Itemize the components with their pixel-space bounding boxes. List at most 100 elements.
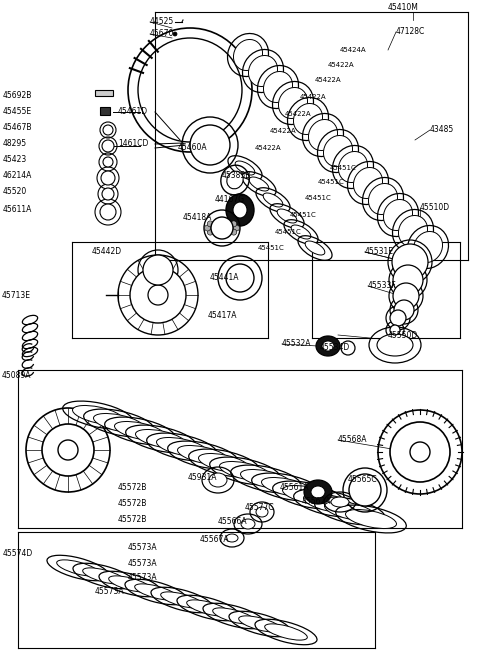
Ellipse shape	[346, 510, 396, 529]
Ellipse shape	[377, 334, 413, 356]
Text: 45572B: 45572B	[118, 483, 147, 493]
Text: 45573A: 45573A	[128, 574, 157, 582]
Text: 45455E: 45455E	[3, 107, 32, 117]
Text: 45451C: 45451C	[275, 229, 302, 235]
Circle shape	[100, 204, 116, 220]
Ellipse shape	[304, 480, 332, 504]
Text: 45510D: 45510D	[420, 204, 450, 212]
Ellipse shape	[324, 136, 352, 166]
Ellipse shape	[263, 193, 283, 207]
Circle shape	[211, 217, 233, 239]
Ellipse shape	[384, 200, 412, 231]
Circle shape	[190, 125, 230, 165]
Circle shape	[233, 225, 240, 231]
Circle shape	[106, 144, 110, 148]
Ellipse shape	[233, 202, 247, 218]
Ellipse shape	[369, 183, 397, 215]
Circle shape	[231, 229, 237, 235]
Text: 45451C: 45451C	[258, 245, 285, 251]
Text: 45451C: 45451C	[290, 212, 317, 218]
Ellipse shape	[94, 413, 144, 432]
Circle shape	[103, 157, 113, 167]
Ellipse shape	[324, 502, 375, 521]
Ellipse shape	[398, 215, 428, 246]
Ellipse shape	[264, 624, 307, 640]
Text: 45422A: 45422A	[255, 145, 282, 151]
Text: 45577C: 45577C	[245, 504, 275, 512]
Ellipse shape	[331, 497, 349, 507]
Text: 44525: 44525	[150, 18, 174, 26]
Text: 45461D: 45461D	[118, 107, 148, 117]
Text: 45451C: 45451C	[305, 195, 332, 201]
Text: 45572B: 45572B	[118, 500, 147, 508]
Circle shape	[349, 474, 381, 506]
Circle shape	[224, 218, 229, 225]
Text: 45533F: 45533F	[368, 282, 397, 291]
Text: 45417A: 45417A	[208, 310, 238, 320]
Text: 45422A: 45422A	[328, 62, 355, 68]
Ellipse shape	[187, 600, 229, 616]
Text: 45573A: 45573A	[128, 544, 157, 553]
Circle shape	[207, 221, 213, 227]
Text: 48295: 48295	[3, 140, 27, 149]
Ellipse shape	[135, 584, 177, 600]
Text: 45550D: 45550D	[388, 331, 418, 339]
Ellipse shape	[219, 462, 271, 481]
Text: 45467B: 45467B	[3, 124, 33, 132]
Text: 45931A: 45931A	[188, 474, 217, 483]
Text: 1461CD: 1461CD	[118, 140, 148, 149]
Ellipse shape	[249, 177, 269, 191]
Ellipse shape	[108, 576, 151, 592]
Text: 45713E: 45713E	[2, 291, 31, 301]
Ellipse shape	[277, 209, 297, 223]
Ellipse shape	[72, 405, 123, 424]
Text: 45423: 45423	[3, 155, 27, 164]
Ellipse shape	[311, 486, 325, 498]
Circle shape	[224, 232, 229, 238]
Text: 45574D: 45574D	[3, 548, 33, 557]
Text: 45422A: 45422A	[315, 77, 342, 83]
Text: 45572B: 45572B	[118, 515, 147, 525]
Circle shape	[101, 171, 115, 185]
Ellipse shape	[249, 56, 277, 86]
Text: 45531E: 45531E	[365, 248, 394, 257]
Ellipse shape	[235, 161, 255, 175]
Text: 45573A: 45573A	[95, 588, 125, 597]
Ellipse shape	[303, 493, 355, 512]
Ellipse shape	[178, 445, 228, 464]
Ellipse shape	[291, 225, 311, 239]
Ellipse shape	[209, 473, 227, 487]
Text: 45565C: 45565C	[348, 476, 378, 485]
Ellipse shape	[233, 39, 263, 71]
Ellipse shape	[278, 88, 308, 119]
Circle shape	[103, 125, 113, 135]
Circle shape	[207, 229, 213, 235]
Circle shape	[410, 442, 430, 462]
Ellipse shape	[264, 71, 292, 103]
Ellipse shape	[293, 103, 323, 134]
Text: 45460A: 45460A	[178, 143, 208, 153]
Bar	[95, 90, 113, 96]
Circle shape	[148, 285, 168, 305]
Ellipse shape	[353, 168, 383, 198]
Ellipse shape	[226, 534, 238, 542]
Circle shape	[390, 422, 450, 482]
Text: 45568A: 45568A	[338, 436, 368, 445]
Text: 45567A: 45567A	[200, 536, 229, 544]
Ellipse shape	[309, 119, 337, 151]
Text: 45562A: 45562A	[302, 498, 332, 506]
Ellipse shape	[83, 568, 125, 584]
Circle shape	[231, 221, 237, 227]
Ellipse shape	[115, 421, 166, 441]
Circle shape	[173, 32, 177, 36]
Circle shape	[393, 265, 423, 295]
Ellipse shape	[239, 616, 281, 632]
Ellipse shape	[305, 241, 325, 255]
Ellipse shape	[338, 151, 368, 183]
Text: 45422A: 45422A	[300, 94, 326, 100]
Ellipse shape	[322, 341, 334, 351]
Ellipse shape	[226, 194, 254, 226]
Text: 45410M: 45410M	[388, 3, 419, 12]
Text: 46214A: 46214A	[3, 172, 32, 181]
Circle shape	[393, 283, 419, 309]
